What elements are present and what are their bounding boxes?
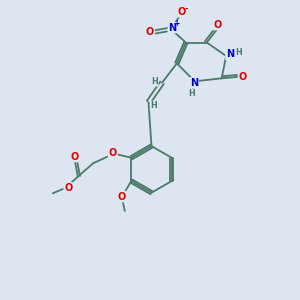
- Text: O: O: [238, 72, 247, 82]
- Text: +: +: [173, 19, 179, 28]
- Text: O: O: [146, 27, 154, 37]
- Text: -: -: [184, 4, 188, 14]
- Text: O: O: [64, 183, 72, 193]
- Text: O: O: [213, 20, 221, 30]
- Text: O: O: [177, 7, 185, 17]
- Text: N: N: [226, 50, 234, 59]
- Text: H: H: [188, 89, 195, 98]
- Text: O: O: [109, 148, 117, 158]
- Text: N: N: [190, 78, 198, 88]
- Text: H: H: [151, 101, 157, 110]
- Text: H: H: [236, 48, 242, 57]
- Text: H: H: [151, 77, 158, 86]
- Text: N: N: [168, 22, 176, 33]
- Text: O: O: [118, 192, 126, 202]
- Text: O: O: [70, 152, 78, 162]
